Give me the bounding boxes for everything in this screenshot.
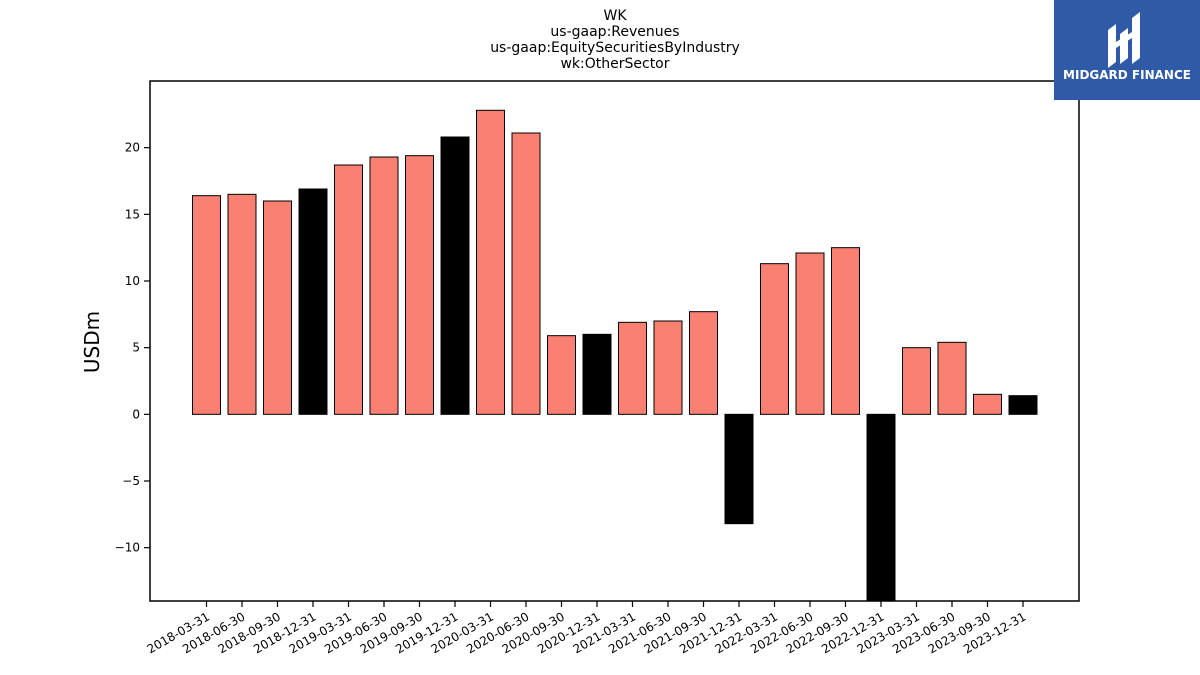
y-axis-label: USDm <box>80 311 104 373</box>
bar-2021-12-31 <box>724 413 754 525</box>
midgard-finance-logo: MIDGARD FINANCE <box>1054 0 1200 100</box>
bar-2021-03-31 <box>618 321 647 415</box>
bar-2020-09-30 <box>547 335 576 415</box>
y-tick-label: −10 <box>115 541 140 555</box>
bar-2019-12-31 <box>440 136 470 415</box>
y-tick-label: −5 <box>122 474 140 488</box>
bar-2023-09-30 <box>973 393 1002 415</box>
title-line-2: us-gaap:Revenues <box>550 24 679 40</box>
y-axis-ticks: −10 −5 0 5 10 15 20 <box>115 141 150 555</box>
plot-frame <box>149 80 1080 602</box>
title-line-4: wk:OtherSector <box>560 56 669 72</box>
bar-2019-03-31 <box>334 164 363 415</box>
bar-2021-09-30 <box>689 311 718 415</box>
chart-title: WK us-gaap:Revenues us-gaap:EquitySecuri… <box>490 8 740 72</box>
y-tick-label: 5 <box>132 341 140 355</box>
title-line-1: WK <box>603 8 627 24</box>
bar-2023-03-31 <box>902 347 931 415</box>
bar-2022-09-30 <box>831 247 860 415</box>
y-tick-label: 20 <box>125 141 140 155</box>
bar-2022-06-30 <box>795 252 825 415</box>
bars-layer <box>192 109 1038 602</box>
y-tick-label: 15 <box>125 207 140 221</box>
bar-2018-12-31 <box>298 188 328 415</box>
logo-text: MIDGARD FINANCE <box>1063 68 1191 82</box>
y-tick-label: 0 <box>132 407 140 421</box>
logo-mark-icon <box>1108 12 1140 68</box>
bar-2018-09-30 <box>263 200 292 415</box>
bar-2019-09-30 <box>405 155 434 415</box>
title-line-3: us-gaap:EquitySecuritiesByIndustry <box>490 40 740 56</box>
bar-2022-03-31 <box>760 263 789 415</box>
bar-2019-06-30 <box>369 156 399 415</box>
bar-2021-06-30 <box>653 320 683 415</box>
bar-2023-06-30 <box>937 341 967 415</box>
bar-2020-12-31 <box>582 333 612 415</box>
bar-2020-03-31 <box>476 109 505 415</box>
bar-2020-06-30 <box>511 132 541 415</box>
bar-2023-12-31 <box>1008 395 1038 415</box>
y-tick-label: 10 <box>125 274 140 288</box>
x-axis-ticks: 2018-03-312018-06-302018-09-302018-12-31… <box>145 601 1029 656</box>
bar-2018-03-31 <box>192 195 221 415</box>
bar-2022-12-31 <box>866 413 896 602</box>
bar-2018-06-30 <box>227 193 257 415</box>
